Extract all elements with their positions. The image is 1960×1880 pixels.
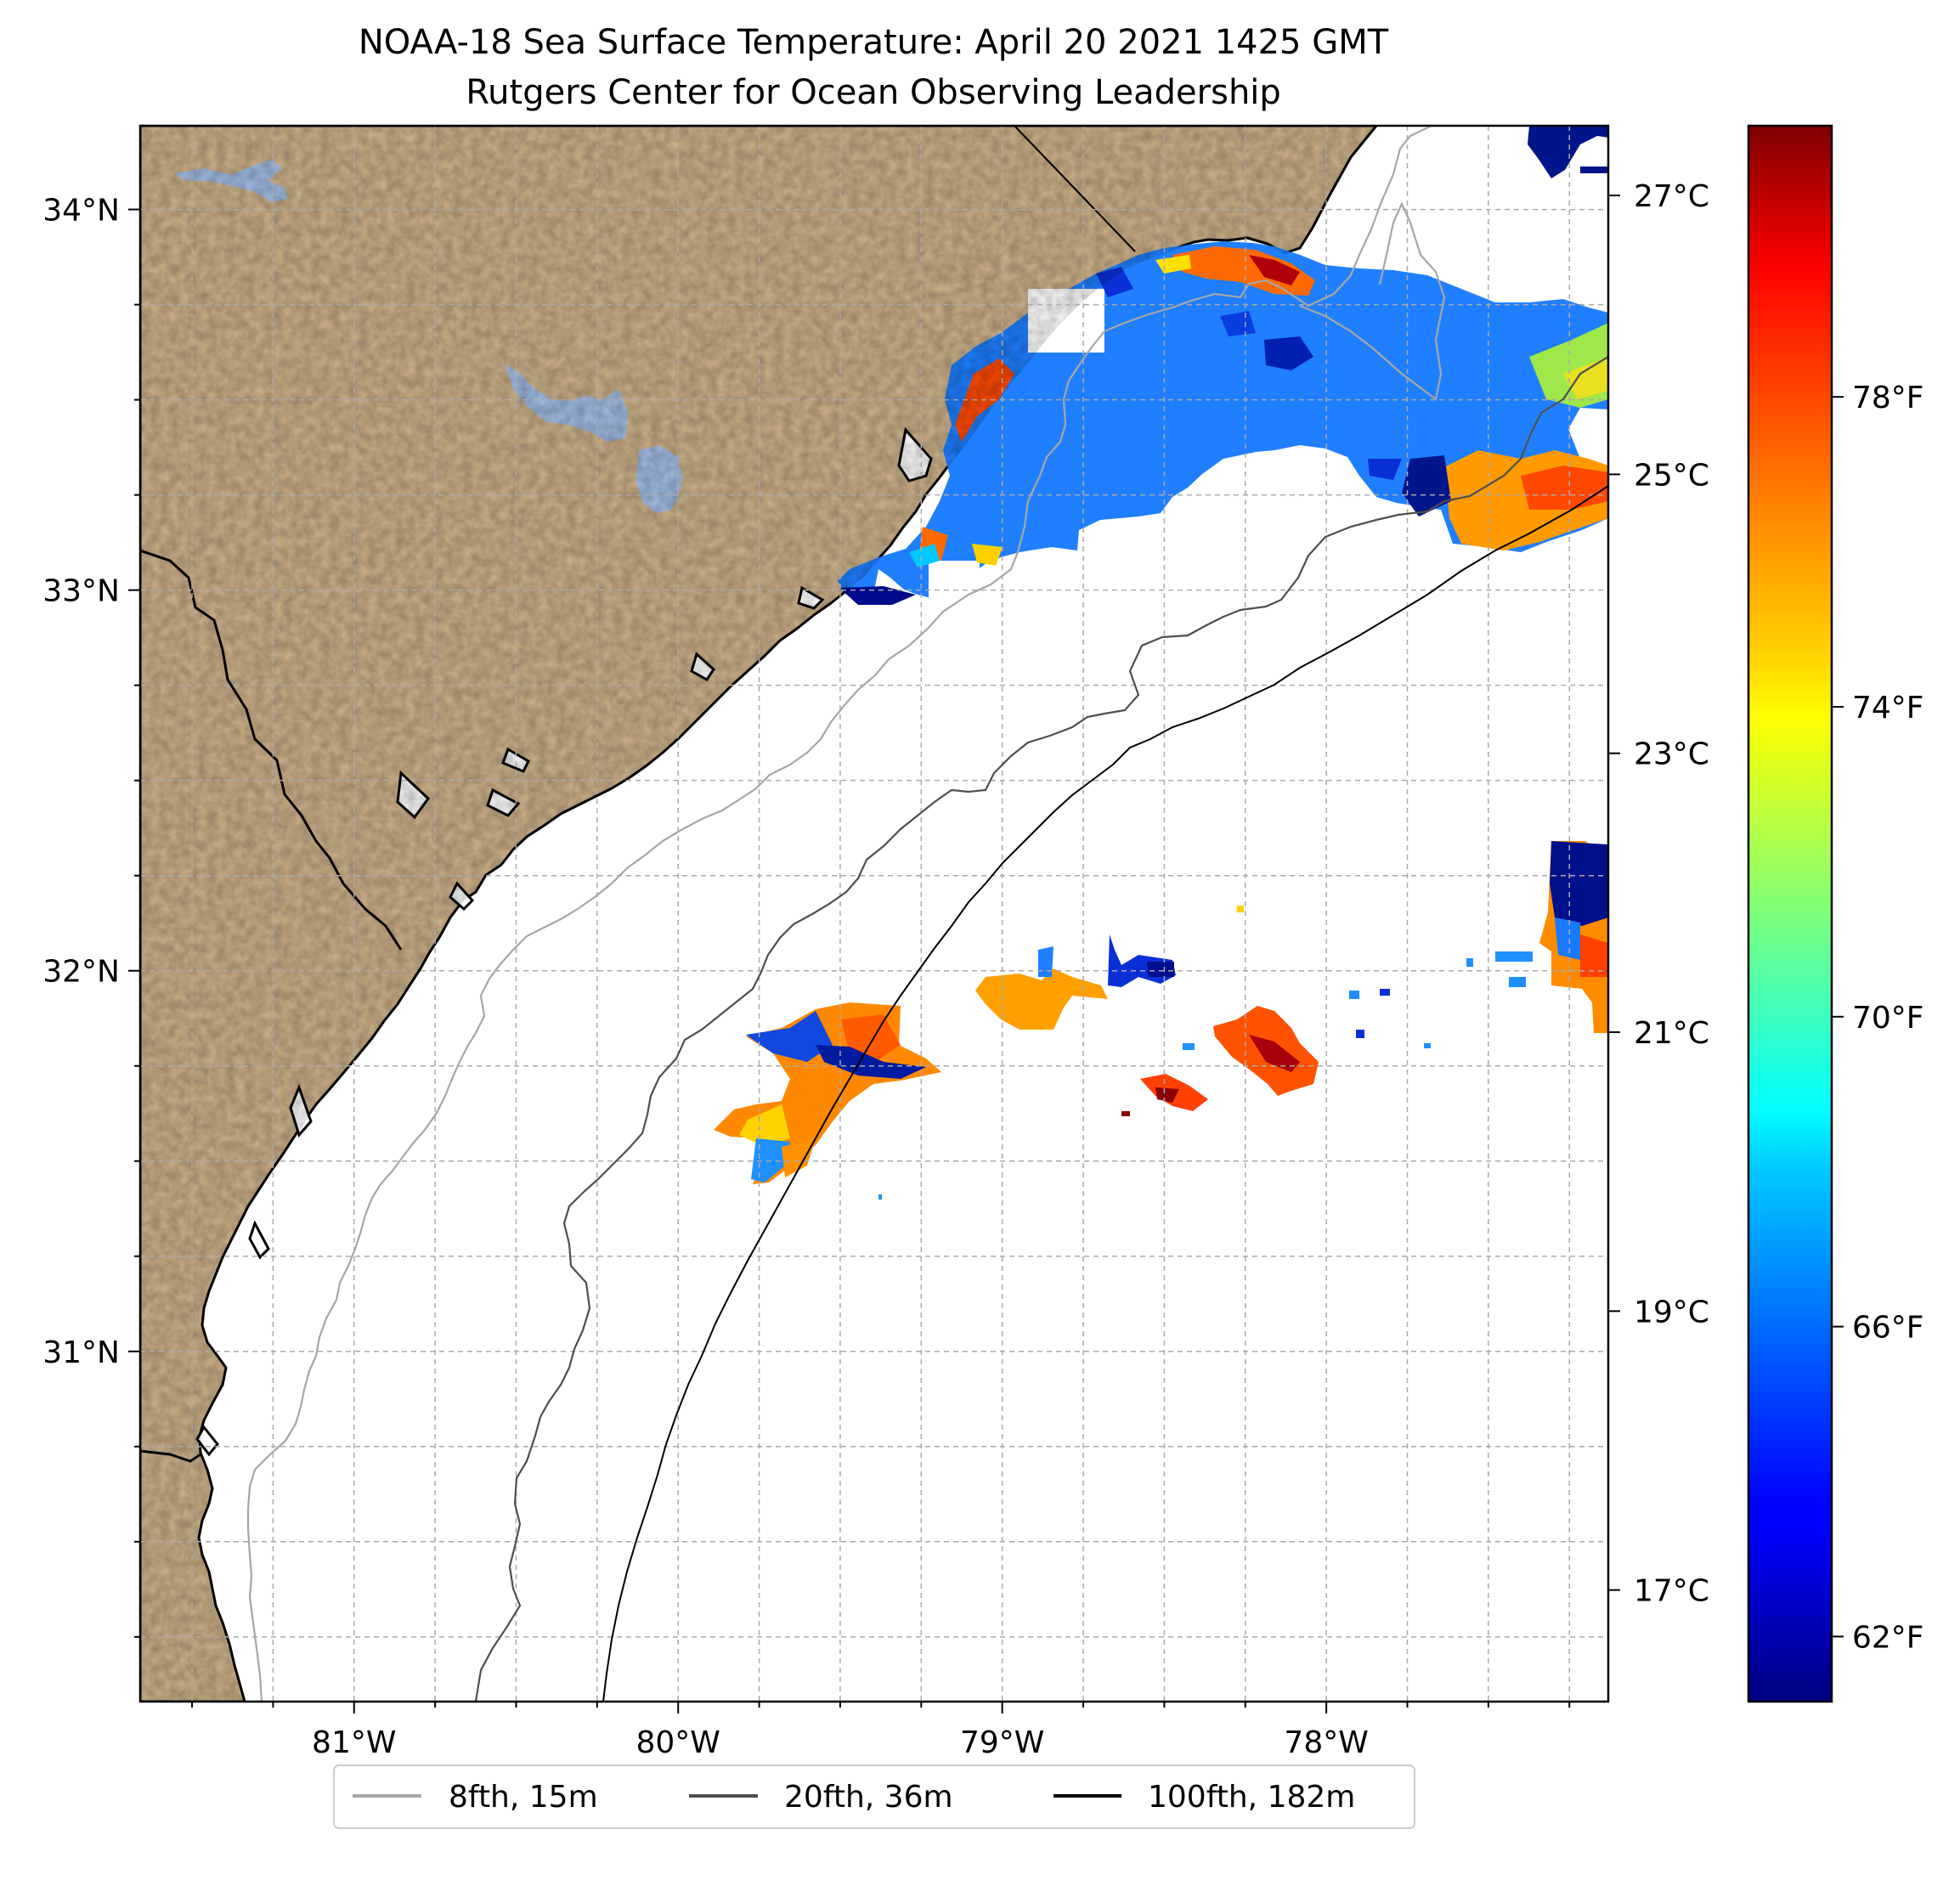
isobath-8fth-inner [1299, 201, 1446, 401]
lon-tick-label: 81°W [312, 1725, 396, 1760]
map-panel [140, 126, 1608, 1702]
colorbar-fahrenheit-axis: 78°F 74°F 70°F 66°F 62°F [1832, 381, 1924, 1655]
fahrenheit-tick-label: 66°F [1852, 1311, 1924, 1346]
legend-box [333, 1764, 1415, 1829]
fahrenheit-tick-label: 70°F [1852, 1001, 1924, 1036]
celsius-tick-label: 21°C [1634, 1016, 1709, 1051]
figure-title-line2: Rutgers Center for Ocean Observing Leade… [466, 73, 1281, 112]
legend-label-100fth: 100fth, 182m [1148, 1780, 1355, 1815]
lat-tick-label: 34°N [42, 194, 120, 229]
lon-tick-label: 80°W [636, 1725, 720, 1760]
colorbar-gradient [1747, 124, 1833, 1703]
celsius-tick-label: 25°C [1634, 458, 1709, 493]
sst-patch-south-2 [975, 968, 1108, 1030]
lat-tick-label: 33°N [42, 574, 120, 609]
celsius-tick-label: 23°C [1634, 737, 1709, 772]
gridlines [140, 126, 1608, 1702]
latitude-axis: 34°N 33°N 32°N 31°N [42, 194, 140, 1638]
celsius-tick-label: 27°C [1634, 179, 1709, 214]
colorbar [1747, 124, 1833, 1703]
fahrenheit-tick-label: 78°F [1852, 381, 1924, 415]
colorbar-celsius-axis: 27°C 25°C 23°C 21°C 19°C 17°C [1608, 179, 1709, 1609]
fahrenheit-tick-label: 74°F [1852, 691, 1924, 725]
legend-label-20fth: 20fth, 36m [784, 1780, 953, 1815]
legend: 8fth, 15m 20fth, 36m 100fth, 182m [333, 1764, 1415, 1829]
lat-tick-label: 31°N [42, 1335, 120, 1370]
isobath-20fth [474, 356, 1608, 1702]
lat-tick-label: 32°N [42, 955, 120, 990]
celsius-tick-label: 19°C [1634, 1295, 1709, 1330]
lon-tick-label: 79°W [960, 1725, 1044, 1760]
isobath-100fth [602, 485, 1608, 1702]
map-frame [138, 124, 1610, 1703]
fahrenheit-tick-label: 62°F [1852, 1620, 1924, 1655]
celsius-tick-label: 17°C [1634, 1574, 1709, 1609]
lon-tick-label: 78°W [1284, 1725, 1368, 1760]
isobath-8fth [246, 126, 1432, 1702]
longitude-axis: 81°W 80°W 79°W 78°W [191, 1702, 1571, 1760]
figure-title-line1: NOAA-18 Sea Surface Temperature: April 2… [359, 23, 1389, 62]
legend-label-8fth: 8fth, 15m [449, 1780, 598, 1815]
